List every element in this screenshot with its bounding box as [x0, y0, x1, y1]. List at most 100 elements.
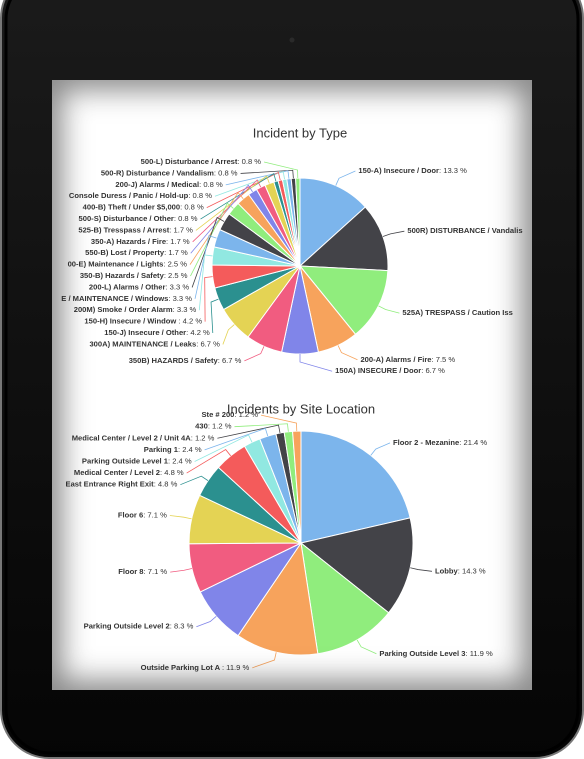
slice-value: : 0.8 %: [188, 191, 212, 200]
slice-name: Console Duress / Panic / Hold-up: [69, 191, 189, 200]
slice-name: 350-B) Hazards / Safety: [80, 271, 165, 280]
slice-name: Parking Outside Level 2: [84, 622, 170, 631]
slice-name: 400-B) Theft / Under $5,000: [83, 203, 180, 212]
slice-label: 500-S) Disturbance / Other: 0.8 %: [79, 214, 198, 223]
slice-label: 150-J) Insecure / Other: 4.2 %: [104, 328, 210, 337]
slice-value: : 7.5 %: [432, 355, 456, 364]
slice-label: 350B) HAZARDS / Safety: 6.7 %: [129, 356, 242, 365]
slice-value: : 0.8 %: [174, 214, 198, 223]
slice-label: 200-L) Alarms / Other: 3.3 %: [89, 282, 189, 291]
slice-name: 200-A) Alarms / Fire: [360, 355, 431, 364]
slice-label: 200M) Smoke / Order Alarm: 3.3 %: [74, 305, 197, 314]
slice-value: : 11.9 %: [222, 663, 250, 672]
slice-value: : 2.5 %: [164, 271, 188, 280]
slice-name: Parking 1: [144, 445, 179, 454]
slice-label: Lobby: 14.3 %: [435, 566, 486, 575]
slice-label: Parking Outside Level 3: 11.9 %: [379, 649, 493, 658]
slice-label: Medical Center / Level 2 / Unit 4A: 1.2 …: [72, 433, 215, 442]
slice-name: 200M) Smoke / Order Alarm: [74, 305, 173, 314]
slice-label: Outside Parking Lot A : 11.9 %: [141, 663, 250, 672]
slice-value: : 2.5 %: [163, 260, 187, 269]
slice-label: Parking Outside Level 2: 8.3 %: [84, 622, 194, 631]
slice-name: 550-B) Lost / Property: [85, 248, 165, 257]
page: Incident by Type150-A) Insecure / Door: …: [0, 0, 584, 759]
slice-label: Floor 6: 7.1 %: [118, 510, 167, 519]
slice-name: 500R) DISTURBANCE / Vandalis: [407, 226, 522, 235]
slice-name: E / MAINTENANCE / Windows: [61, 294, 168, 303]
slice-label: 200-J) Alarms / Medical: 0.8 %: [115, 180, 223, 189]
slice-name: Medical Center / Level 2 / Unit 4A: [72, 433, 192, 442]
slice-value: : 1.2 %: [208, 422, 232, 431]
slice-label: Floor 8: 7.1 %: [118, 567, 167, 576]
slice-value: : 0.8 %: [199, 180, 223, 189]
slice-name: Outside Parking Lot A: [141, 663, 222, 672]
slice-label: 400-B) Theft / Under $5,000: 0.8 %: [83, 203, 204, 212]
slice-label: 500R) DISTURBANCE / Vandalis: [407, 226, 522, 235]
slice-label: 500-L) Disturbance / Arrest: 0.8 %: [141, 157, 262, 166]
slice-name: Floor 6: [118, 510, 143, 519]
slice-value: : 13.3 %: [439, 166, 467, 175]
slice-name: 150-A) Insecure / Door: [358, 166, 439, 175]
slice-label: 300A) MAINTENANCE / Leaks: 6.7 %: [89, 339, 220, 348]
slice-value: : 14.3 %: [458, 566, 486, 575]
slice-label: 150-A) Insecure / Door: 13.3 %: [358, 166, 467, 175]
slice-label: 430: 1.2 %: [195, 422, 232, 431]
slice-name: 525-B) Tresspass / Arrest: [78, 225, 169, 234]
slice-name: 350B) HAZARDS / Safety: [129, 356, 219, 365]
slice-name: 150A) INSECURE / Door: [335, 366, 421, 375]
camera: [290, 38, 295, 43]
slice-name: Parking Outside Level 3: [379, 649, 465, 658]
slice-label: Parking 1: 2.4 %: [144, 445, 202, 454]
slice-value: : 1.7 %: [166, 237, 190, 246]
slice-value: : 2.4 %: [168, 456, 192, 465]
chart-title: Incident by Type: [253, 125, 347, 140]
slice-value: : 1.2 %: [191, 433, 215, 442]
slice-name: 00-E) Maintenance / Lights: [68, 260, 164, 269]
slice-label: Medical Center / Level 2: 4.8 %: [74, 468, 184, 477]
slice-name: East Entrance Right Exit: [66, 480, 155, 489]
slice-value: : 4.8 %: [160, 468, 184, 477]
slice-label: Console Duress / Panic / Hold-up: 0.8 %: [69, 191, 212, 200]
slice-name: Floor 2 - Mezanine: [393, 438, 459, 447]
slice-label: 200-A) Alarms / Fire: 7.5 %: [360, 355, 455, 364]
slice-label: E / MAINTENANCE / Windows: 3.3 %: [61, 294, 192, 303]
slice-value: : 4.2 %: [178, 317, 202, 326]
slice-value: : 1.7 %: [169, 225, 193, 234]
slice-value: : 3.3 %: [165, 282, 189, 291]
slice-value: : 6.7 %: [218, 356, 242, 365]
tablet: Incident by Type150-A) Insecure / Door: …: [0, 0, 584, 759]
slice-value: : 1.7 %: [164, 248, 188, 257]
slice-value: : 0.8 %: [237, 157, 261, 166]
slice-name: 150-J) Insecure / Other: [104, 328, 186, 337]
slice-value: : 6.7 %: [421, 366, 445, 375]
slice-value: : 8.3 %: [170, 622, 194, 631]
slice-value: : 3.3 %: [168, 294, 192, 303]
slice-label: 525-B) Tresspass / Arrest: 1.7 %: [78, 225, 193, 234]
slice-value: : 4.2 %: [186, 328, 210, 337]
slice-name: 200-J) Alarms / Medical: [115, 180, 199, 189]
slice-value: : 7.1 %: [143, 510, 167, 519]
slice-label: 550-B) Lost / Property: 1.7 %: [85, 248, 188, 257]
slice-name: 525A) TRESPASS / Caution Iss: [402, 308, 512, 317]
slice-value: : 7.1 %: [144, 567, 168, 576]
slice-value: : 0.8 %: [214, 168, 238, 177]
slice-value: : 3.3 %: [173, 305, 197, 314]
slice-name: 350-A) Hazards / Fire: [91, 237, 166, 246]
slice-value: : 1.2 %: [234, 410, 258, 419]
slice-value: : 2.4 %: [178, 445, 202, 454]
slice-label: 350-A) Hazards / Fire: 1.7 %: [91, 237, 190, 246]
slice-name: 200-L) Alarms / Other: [89, 282, 166, 291]
slice-name: Floor 8: [118, 567, 143, 576]
slice-name: 500-R) Disturbance / Vandalism: [101, 168, 214, 177]
slice-value: : 6.7 %: [196, 339, 220, 348]
slice-name: Lobby: [435, 566, 459, 575]
slice-name: 430: [195, 422, 208, 431]
slice-label: Parking Outside Level 1: 2.4 %: [82, 456, 192, 465]
slice-value: : 11.9 %: [465, 649, 493, 658]
slice-label: 00-E) Maintenance / Lights: 2.5 %: [68, 260, 188, 269]
slice-label: Ste # 200: 1.2 %: [201, 410, 258, 419]
slice-label: Floor 2 - Mezanine: 21.4 %: [393, 438, 487, 447]
slice-label: 150A) INSECURE / Door: 6.7 %: [335, 366, 445, 375]
slice-value: : 21.4 %: [459, 438, 487, 447]
slice-label: 525A) TRESPASS / Caution Iss: [402, 308, 512, 317]
